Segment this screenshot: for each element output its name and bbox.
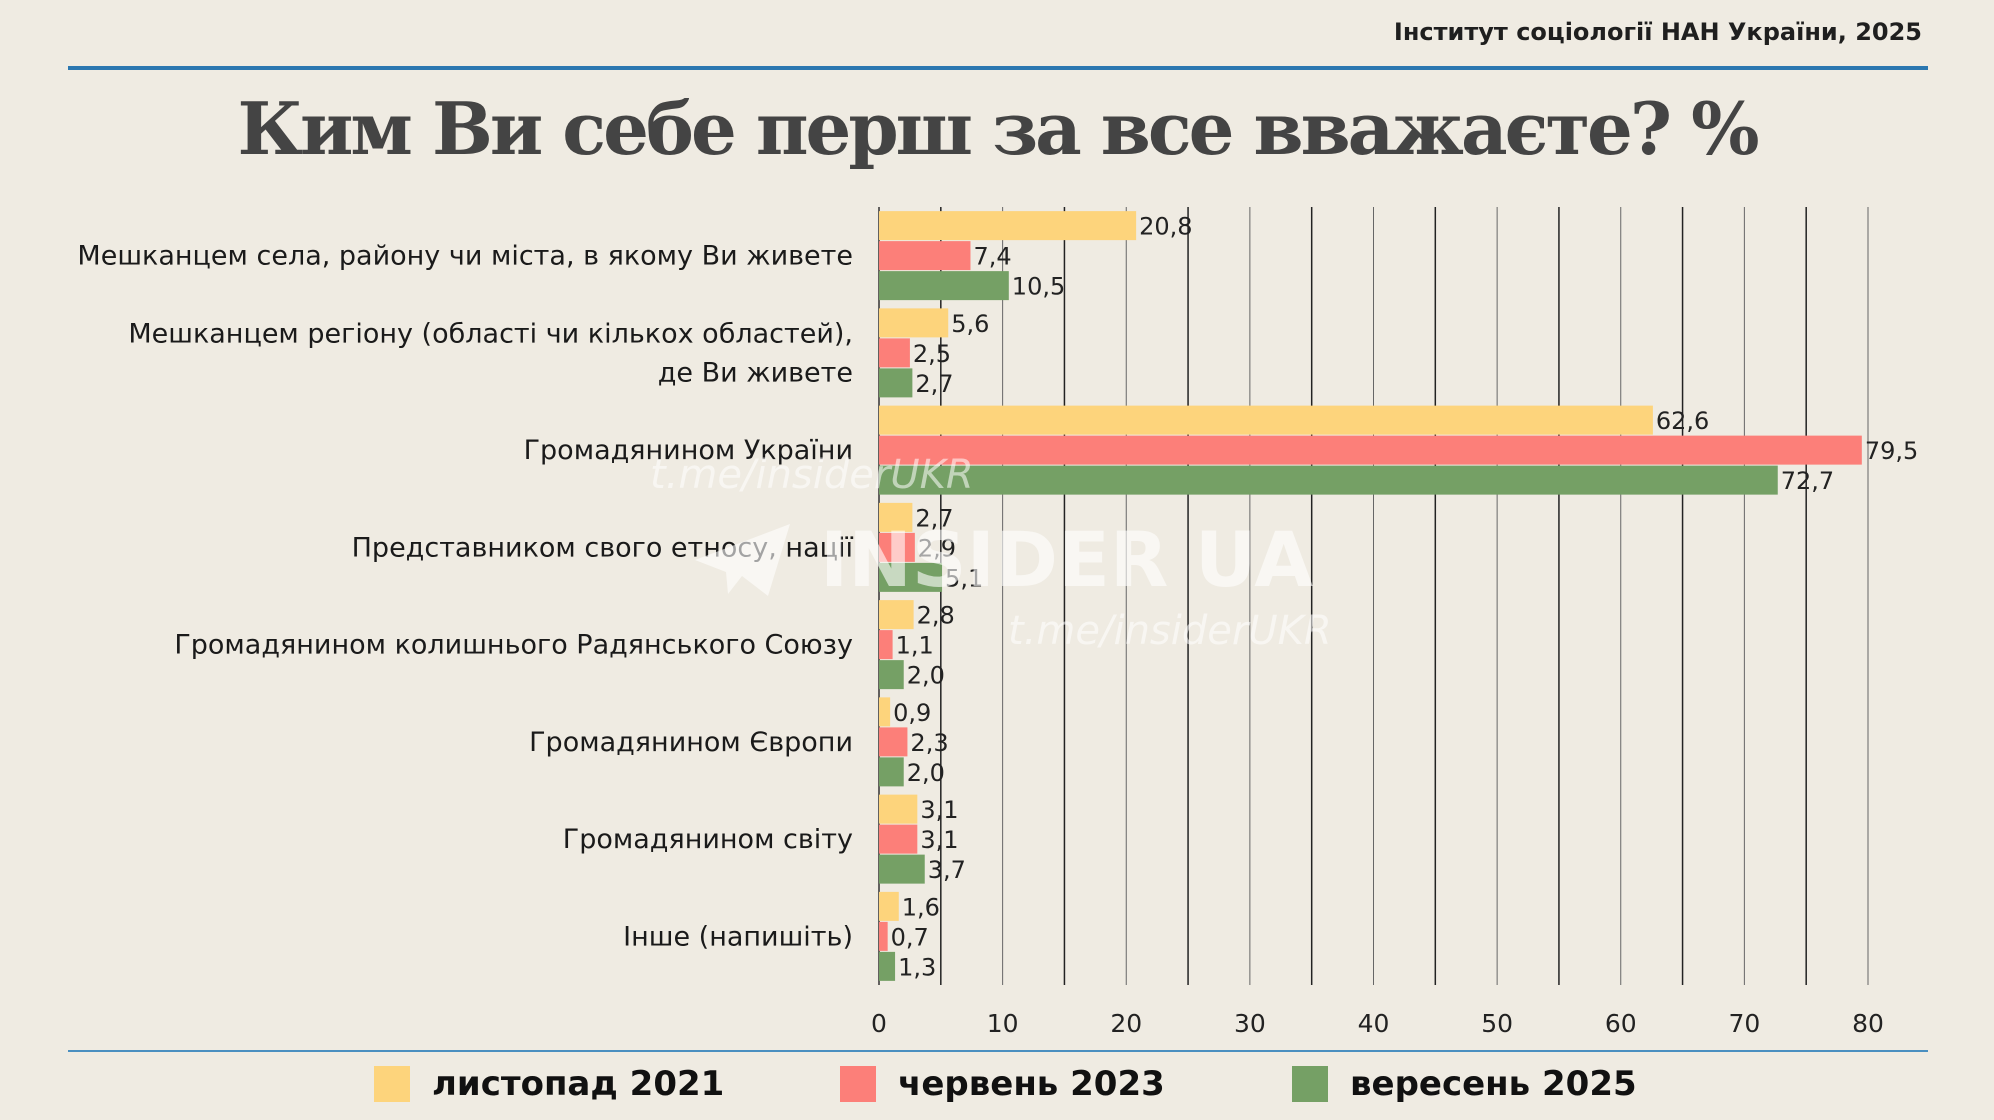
x-tick-label: 50 [1481, 1009, 1513, 1038]
category-label: Мешканцем села, району чи міста, в якому… [77, 241, 853, 272]
bar [879, 891, 899, 921]
x-tick-label: 80 [1852, 1009, 1884, 1038]
bar [879, 697, 891, 727]
category-label: Громадянином України [524, 435, 853, 466]
data-label: 2,0 [907, 662, 945, 690]
category-label: Громадянином Європи [529, 727, 853, 758]
top-divider [68, 66, 1928, 70]
category-label: де Ви живете [658, 357, 853, 388]
data-label: 1,6 [902, 893, 940, 921]
bar [879, 794, 918, 824]
bar [879, 211, 1137, 241]
bar [879, 308, 949, 338]
bar [879, 824, 918, 854]
x-tick-label: 10 [987, 1009, 1019, 1038]
bar [879, 727, 908, 757]
data-label: 20,8 [1139, 213, 1192, 241]
bar [879, 921, 888, 951]
x-tick-label: 0 [871, 1009, 887, 1038]
data-label: 2,0 [907, 759, 945, 787]
legend-swatch-2021 [374, 1066, 410, 1102]
bar [879, 532, 915, 562]
data-label: 10,5 [1012, 273, 1065, 301]
data-label: 2,8 [917, 602, 955, 630]
legend-label-2025: вересень 2025 [1350, 1064, 1637, 1104]
data-label: 0,7 [891, 923, 929, 951]
bar [879, 465, 1778, 495]
bar [879, 660, 904, 690]
data-label: 72,7 [1781, 467, 1834, 495]
bar [879, 271, 1009, 301]
x-tick-label: 20 [1110, 1009, 1142, 1038]
x-tick-label: 40 [1358, 1009, 1390, 1038]
x-tick-label: 30 [1234, 1009, 1266, 1038]
bar [879, 405, 1653, 435]
category-label: Громадянином колишнього Радянського Союз… [174, 630, 853, 661]
data-label: 2,9 [918, 534, 956, 562]
category-label: Інше (напишіть) [623, 921, 853, 952]
data-label: 2,3 [910, 729, 948, 757]
bar [879, 435, 1862, 465]
data-label: 2,7 [915, 504, 953, 532]
data-label: 79,5 [1865, 437, 1918, 465]
data-label: 0,9 [893, 699, 931, 727]
data-label: 1,3 [898, 953, 936, 981]
bar [879, 241, 971, 271]
legend-item-2025: вересень 2025 [1292, 1064, 1637, 1104]
bottom-divider [68, 1050, 1928, 1052]
legend-swatch-2023 [840, 1066, 876, 1102]
data-label: 5,6 [951, 310, 989, 338]
x-tick-label: 70 [1728, 1009, 1760, 1038]
bar [879, 600, 914, 630]
data-label: 7,4 [973, 243, 1011, 271]
x-tick-label: 60 [1605, 1009, 1637, 1038]
bar [879, 630, 893, 660]
legend-label-2021: листопад 2021 [432, 1064, 725, 1104]
legend: листопад 2021 червень 2023 вересень 2025 [0, 1064, 1994, 1112]
data-label: 3,1 [920, 826, 958, 854]
data-label: 3,7 [928, 856, 966, 884]
data-label: 62,6 [1656, 407, 1709, 435]
data-label: 2,5 [913, 340, 951, 368]
legend-label-2023: червень 2023 [898, 1064, 1165, 1104]
chart-title: Ким Ви себе перш за все вважаєте? % [237, 86, 1759, 171]
bar [879, 951, 896, 981]
legend-swatch-2025 [1292, 1066, 1328, 1102]
bar [879, 502, 913, 532]
category-label: Громадянином світу [563, 824, 853, 855]
data-label: 5,1 [945, 564, 983, 592]
bar [879, 562, 943, 592]
category-label: Представником свого етносу, нації [352, 532, 854, 563]
bar-chart: 0 10 20 30 40 50 60 70 80 20,8 7,410,5 Мешканцем се… [77, 207, 1918, 1038]
legend-item-2023: червень 2023 [840, 1064, 1165, 1104]
bar [879, 854, 925, 884]
bar [879, 368, 913, 398]
legend-item-2021: листопад 2021 [374, 1064, 724, 1104]
data-label: 1,1 [896, 632, 934, 660]
source-caption: Інститут соціології НАН України, 2025 [1393, 18, 1922, 46]
data-label: 3,1 [920, 796, 958, 824]
category-label: Мешканцем регіону (області чи кількох об… [128, 318, 853, 349]
bar [879, 757, 904, 787]
data-label: 2,7 [915, 370, 953, 398]
bar [879, 338, 910, 368]
